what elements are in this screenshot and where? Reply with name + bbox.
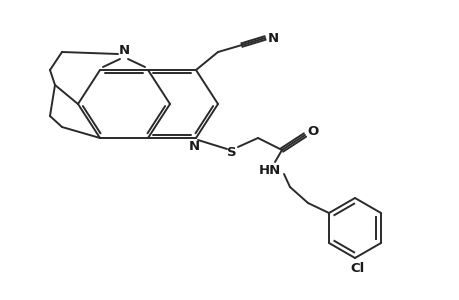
Text: O: O [307,124,318,137]
Text: HN: HN [258,164,280,176]
Text: Cl: Cl [350,262,364,275]
Text: N: N [267,32,278,44]
Text: N: N [118,44,129,56]
Text: N: N [188,140,199,152]
Text: S: S [227,146,236,158]
